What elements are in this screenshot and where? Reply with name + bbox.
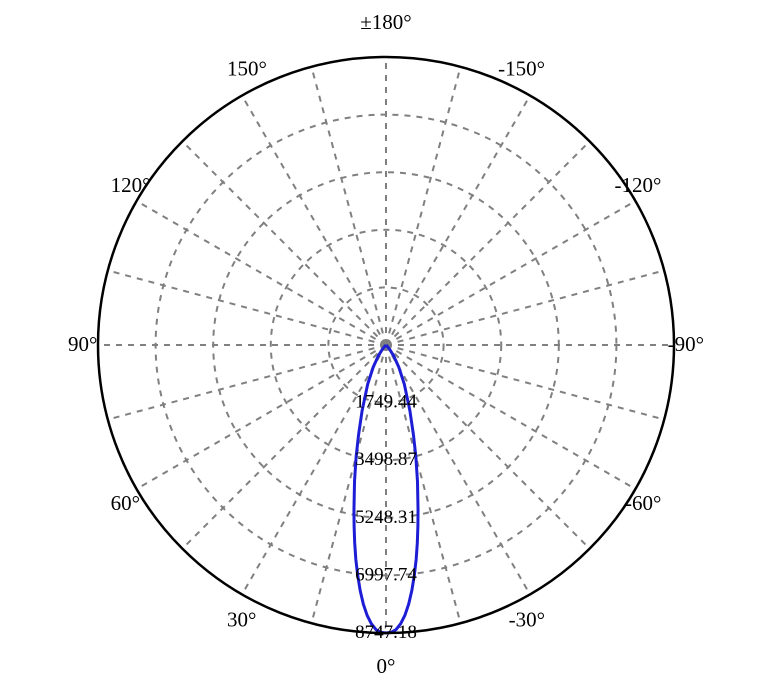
radial-label: 1749.44 <box>355 392 417 413</box>
angle-label: -120° <box>614 173 661 197</box>
angle-label: 60° <box>111 491 140 515</box>
radial-label: 5248.31 <box>355 507 417 528</box>
radial-label: 6997.74 <box>355 564 417 585</box>
angle-label: 30° <box>227 607 256 631</box>
angle-label: 0° <box>377 654 396 678</box>
polar-chart: 1749.44 3498.87 5248.31 6997.74 8747.18 0° 30°… <box>0 0 772 691</box>
radial-label: 8747.18 <box>355 622 417 643</box>
angle-label: 150° <box>227 57 267 81</box>
angle-label: -90° <box>668 332 704 356</box>
angle-label: ±180° <box>360 10 411 34</box>
angle-label: 120° <box>111 173 151 197</box>
angle-label: -60° <box>625 491 661 515</box>
angle-label: 90° <box>68 332 97 356</box>
radial-label: 3498.87 <box>355 449 417 470</box>
angle-label: -30° <box>509 607 545 631</box>
polar-chart-svg: 1749.44 3498.87 5248.31 6997.74 8747.18 0° 30°… <box>0 0 772 691</box>
angle-label: -150° <box>498 57 545 81</box>
